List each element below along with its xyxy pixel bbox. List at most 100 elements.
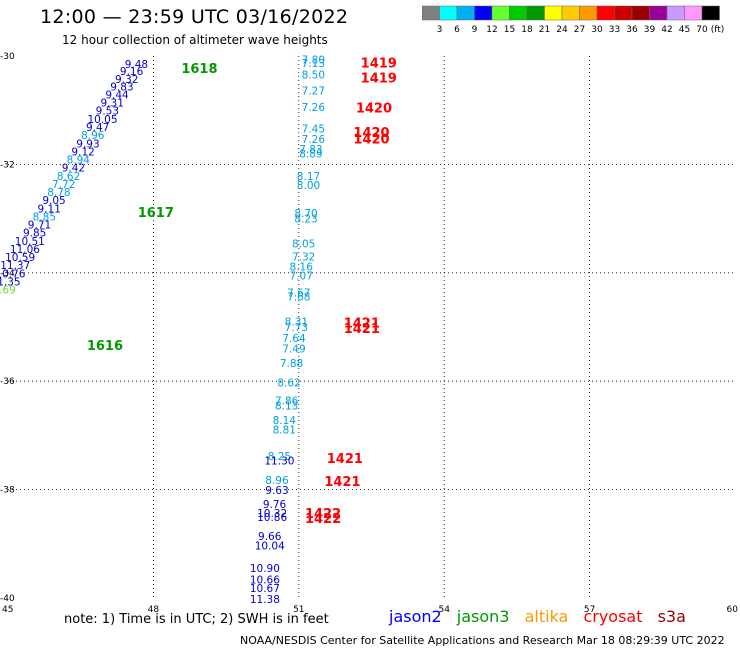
wave-height-point: 11.37 [0, 260, 30, 272]
colorbar-label: 30 [591, 25, 603, 35]
colorbar-label: 33 [609, 25, 620, 35]
y-tick-label: -32 [0, 160, 15, 170]
wave-height-point: 9.63 [265, 485, 288, 497]
pass-label: 1420 [353, 126, 389, 141]
subtitle: 12 hour collection of altimeter wave hei… [62, 33, 328, 47]
wave-height-point: 8.17 [297, 171, 320, 183]
wave-height-point: 7.83 [299, 144, 322, 156]
pass-label: 1422 [305, 512, 341, 527]
wave-height-point: 8.85 [33, 211, 56, 223]
wave-height-point: 8.00 [297, 180, 320, 192]
wave-height-point: 8.14 [273, 415, 297, 427]
wave-height-point: 8.96 [81, 130, 105, 142]
wave-height-point: 9.44 [105, 89, 129, 101]
wave-height-point: 7.32 [292, 252, 315, 264]
wave-height-point: 8.94 [67, 155, 91, 167]
x-tick-label: 60 [727, 605, 739, 615]
wave-height-point: 7.45 [302, 124, 325, 136]
colorbar-label: 15 [504, 25, 515, 35]
pass-label: 1617 [138, 206, 174, 221]
legend-altika: altika [524, 607, 569, 626]
colorbar-label: 27 [574, 25, 585, 35]
wave-height-point: 10.04 [255, 540, 285, 552]
colorbar-label: 36 [626, 25, 638, 35]
colorbar-label: 39 [644, 25, 656, 35]
wave-height-point: 9.93 [76, 138, 99, 150]
y-tick-label: -30 [0, 52, 15, 62]
wave-height-point: 7.86 [275, 396, 299, 408]
wave-height-point: 9.71 [28, 220, 51, 232]
wave-height-point: 9.47 [86, 122, 109, 134]
x-tick-label: 54 [438, 605, 450, 615]
wave-height-point: 9.83 [110, 81, 133, 93]
wave-height-point: 10.32 [257, 508, 287, 520]
wave-height-point: 10.76 [0, 268, 26, 280]
pass-label: 1419 [361, 72, 397, 87]
colorbar-label: 70 [696, 25, 708, 35]
wave-height-point: 8.89 [299, 149, 322, 161]
wave-height-point: 11.35 [0, 276, 21, 288]
wave-height-point: 10.05 [87, 114, 117, 126]
wave-height-point: 8.81 [273, 424, 296, 436]
wave-height-point: 9.05 [42, 195, 65, 207]
colorbar-unit: (ft) [711, 25, 725, 35]
wave-height-point: 8.25 [268, 451, 291, 463]
y-tick-label: -36 [0, 377, 15, 387]
wave-height-point: 9.85 [23, 228, 46, 240]
wave-height-point: 9.66 [258, 531, 282, 543]
wave-height-point: 7.07 [290, 271, 313, 283]
pass-label: 1618 [181, 62, 217, 77]
pass-label: 1422 [305, 507, 341, 522]
colorbar: 3 6 9 12 15 18 21 24 27 30 33 36 39 42 45 70 (ft) [422, 5, 725, 35]
pass-label: 1419 [361, 57, 397, 72]
wave-height-point: 10.66 [250, 575, 280, 587]
wave-height-point: 8.16 [290, 261, 314, 273]
satellite-legend: jason2 jason3 altika cryosat s3a [389, 607, 696, 626]
wave-height-point: 9.31 [101, 98, 124, 110]
wave-height-point: 7.13 [302, 58, 325, 70]
wave-height-point: 7.68 [287, 292, 310, 304]
wave-height-point: 11.30 [264, 455, 294, 467]
note-text: note: 1) Time is in UTC; 2) SWH is in fe… [64, 612, 329, 627]
page-title: 12:00 — 23:59 UTC 03/16/2022 [40, 6, 349, 28]
pass-label: 1616 [87, 339, 123, 354]
wave-height-point: 8.62 [277, 377, 300, 389]
wave-height-point: 7.64 [282, 333, 306, 345]
pass-label: 1420 [356, 101, 392, 116]
pass-label: 1421 [324, 475, 360, 490]
wave-height-point: 11.38 [250, 594, 280, 606]
wave-height-point: 9.16 [120, 66, 144, 78]
wave-height-point: 9.53 [96, 106, 119, 118]
colorbar-swatch [701, 5, 720, 21]
colorbar-label: 9 [472, 25, 478, 35]
wave-height-point: 10.67 [250, 583, 280, 595]
wave-height-point: 8.96 [265, 475, 289, 487]
x-tick-label: 51 [293, 605, 304, 615]
colorbar-label: 42 [661, 25, 672, 35]
wave-height-point: 9.32 [115, 74, 138, 86]
wave-height-point: 8.78 [47, 187, 70, 199]
wave-height-point: 7.26 [302, 102, 326, 114]
credit-text: NOAA/NESDIS Center for Satellite Applica… [240, 634, 725, 647]
pass-label: 1421 [327, 452, 363, 467]
y-tick-label: -40 [0, 594, 15, 604]
wave-height-point: 8.23 [294, 214, 317, 226]
x-tick-label: 48 [148, 605, 160, 615]
wave-height-point: 7.49 [282, 344, 305, 356]
y-tick-label: -38 [0, 486, 15, 496]
x-tick-label: 45 [2, 605, 13, 615]
wave-height-point: 8.62 [57, 171, 80, 183]
wave-height-point: 10.90 [250, 563, 280, 575]
wave-height-point: 8.05 [292, 239, 315, 251]
colorbar-label: 12 [486, 25, 497, 35]
legend-s3a: s3a [657, 607, 686, 626]
wave-height-point: 8.50 [302, 69, 325, 81]
wave-height-point: 7.88 [280, 358, 303, 370]
wave-height-point: 8.31 [285, 317, 308, 329]
pass-label: 1421 [344, 317, 380, 332]
wave-height-point: 12.69 [0, 285, 16, 297]
legend-jason2: jason2 [389, 607, 442, 626]
colorbar-label: 45 [679, 25, 690, 35]
wave-height-point: 7.26 [302, 134, 326, 146]
